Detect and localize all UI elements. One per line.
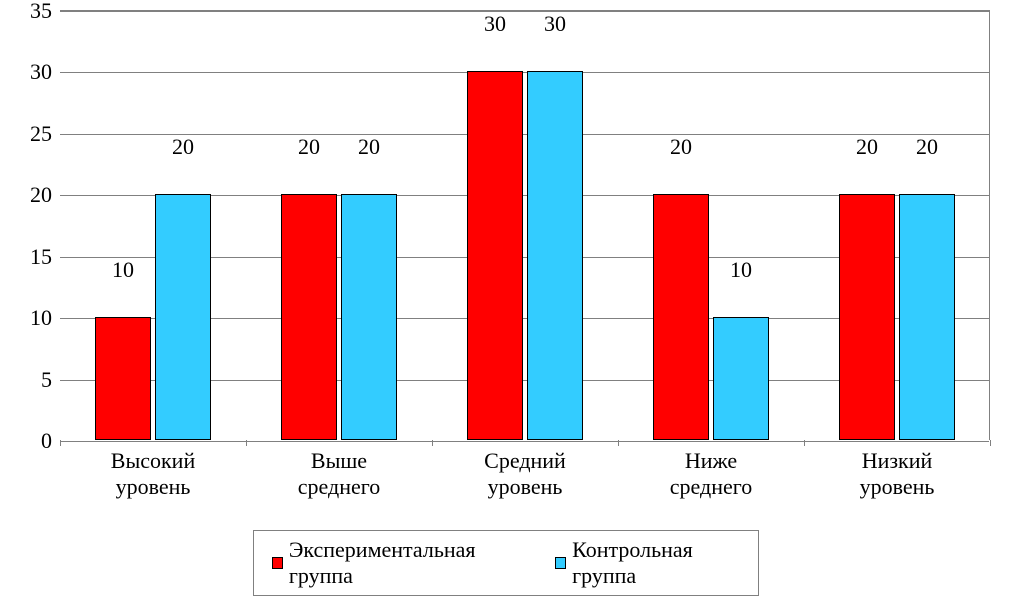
legend-item: Экспериментальная группа <box>272 537 515 589</box>
bar-value-label: 30 <box>544 11 566 41</box>
y-tick-label: 0 <box>41 428 52 454</box>
bar <box>341 194 397 440</box>
bar <box>899 194 955 440</box>
x-tick-label: Высокий уровень <box>111 448 195 501</box>
y-tick-label: 10 <box>30 305 52 331</box>
bar-value-label: 20 <box>172 134 194 164</box>
y-tick-label: 30 <box>30 59 52 85</box>
gridline <box>60 72 989 73</box>
x-tick <box>990 440 991 446</box>
bar-value-label: 10 <box>112 257 134 287</box>
bar <box>839 194 895 440</box>
bar-value-label: 10 <box>730 257 752 287</box>
x-tick-label: Ниже среднего <box>670 448 752 501</box>
bar <box>95 317 151 440</box>
gridline <box>60 441 989 442</box>
bar-chart: 0 5 10 15 20 25 30 35 Высокий уровень Выше средне… <box>0 0 1012 581</box>
plot-area: 05101520253035Высокий уровеньВыше средне… <box>60 10 990 440</box>
x-tick <box>246 440 247 446</box>
y-tick-label: 25 <box>30 121 52 147</box>
legend-label: Контрольная группа <box>572 537 740 589</box>
bar-value-label: 20 <box>358 134 380 164</box>
bar <box>527 71 583 440</box>
bar <box>713 317 769 440</box>
gridline <box>60 11 989 12</box>
x-tick-label: Выше среднего <box>298 448 380 501</box>
bar <box>281 194 337 440</box>
x-tick <box>432 440 433 446</box>
bar <box>155 194 211 440</box>
legend-swatch <box>272 557 283 569</box>
x-tick-label: Средний уровень <box>484 448 566 501</box>
bar-value-label: 20 <box>670 134 692 164</box>
y-tick-label: 20 <box>30 182 52 208</box>
legend-item: Контрольная группа <box>555 537 740 589</box>
bar-value-label: 20 <box>298 134 320 164</box>
x-tick <box>60 440 61 446</box>
x-tick-label: Низкий уровень <box>860 448 935 501</box>
x-tick <box>804 440 805 446</box>
legend: Экспериментальная группа Контрольная груп… <box>253 530 759 596</box>
bar-value-label: 20 <box>916 134 938 164</box>
y-tick-label: 5 <box>41 367 52 393</box>
bar <box>653 194 709 440</box>
bar <box>467 71 523 440</box>
y-tick-label: 35 <box>30 0 52 24</box>
legend-label: Экспериментальная группа <box>289 537 515 589</box>
x-tick <box>618 440 619 446</box>
bar-value-label: 20 <box>856 134 878 164</box>
y-tick-label: 15 <box>30 244 52 270</box>
bar-value-label: 30 <box>484 11 506 41</box>
legend-swatch <box>555 557 566 569</box>
gridline <box>60 134 989 135</box>
